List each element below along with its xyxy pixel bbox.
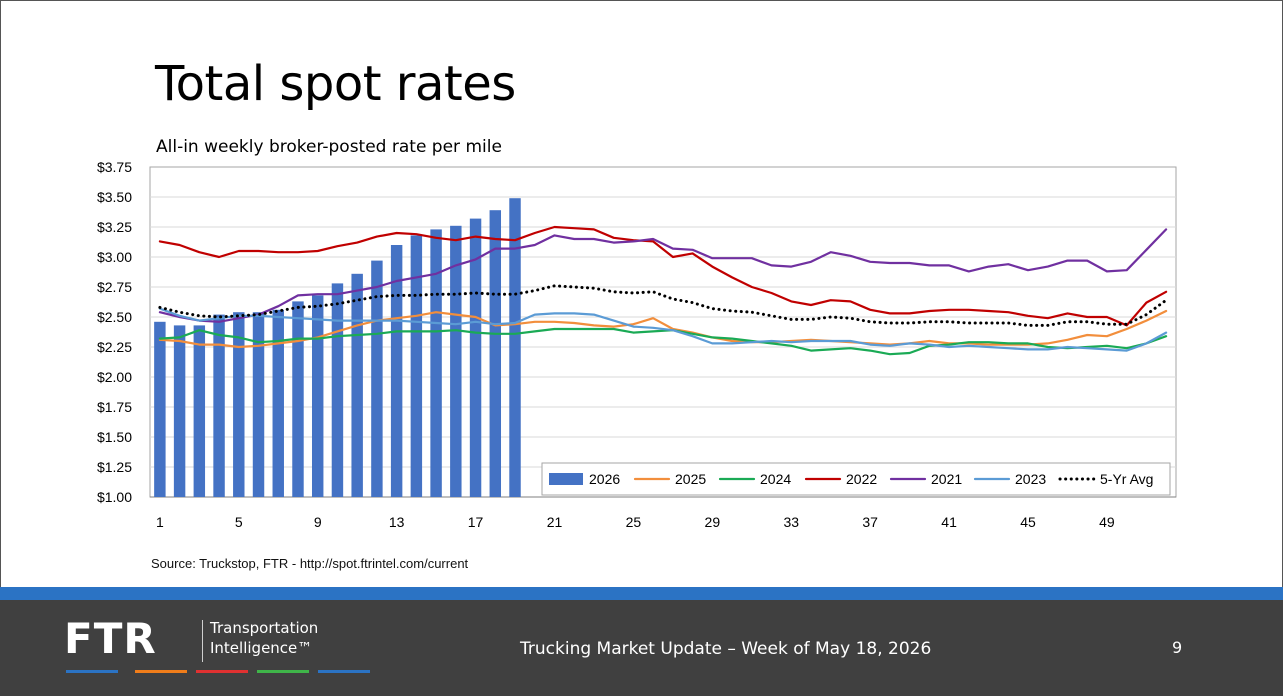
- y-tick-label: $3.50: [97, 189, 132, 205]
- bar-2026-wk16: [450, 225, 462, 498]
- y-tick-label: $3.25: [97, 219, 132, 235]
- x-tick-label: 21: [547, 514, 563, 530]
- spot-rates-chart: $1.00 $1.25 $1.50 $1.75 $2.00 $2.25 $2.50 $2.75…: [97, 159, 1177, 530]
- x-tick-label: 13: [389, 514, 405, 530]
- line-series-2024: [158, 327, 1168, 356]
- line-series-2025: [158, 309, 1168, 349]
- bar-2026-wk13: [390, 245, 403, 497]
- x-tick-label: 49: [1099, 514, 1115, 530]
- bar-2026-wk15: [430, 229, 442, 497]
- y-tick-label: $1.25: [97, 459, 132, 475]
- legend-label: 2022: [846, 471, 877, 487]
- y-tick-label: $2.00: [97, 369, 132, 385]
- legend-label: 2023: [1015, 471, 1046, 487]
- bar-2026-wk19: [509, 198, 521, 497]
- legend-label: 2026: [589, 471, 620, 487]
- bar-2026-wk18: [489, 210, 502, 497]
- y-tick-label: $3.75: [97, 159, 132, 175]
- bar-2026-wk10: [331, 283, 344, 497]
- legend-label: 2021: [931, 471, 962, 487]
- line-series-2021: [158, 228, 1168, 323]
- y-tick-label: $1.50: [97, 429, 132, 445]
- bar-2026-wk3: [193, 325, 206, 497]
- x-tick-label: 1: [156, 514, 164, 530]
- bar-2026-wk17: [469, 218, 482, 497]
- x-tick-label: 33: [783, 514, 799, 530]
- bar-2026-wk4: [213, 314, 225, 497]
- y-tick-label: $2.75: [97, 279, 132, 295]
- x-tick-label: 9: [314, 514, 322, 530]
- bar-2026-wk14: [410, 235, 423, 497]
- logo-bar-2: [135, 670, 187, 673]
- line-series-5-yr-avg: [158, 284, 1168, 327]
- x-tick-label: 29: [705, 514, 721, 530]
- bar-2026-wk2: [173, 325, 186, 497]
- bar-2026-wk6: [252, 312, 265, 497]
- line-series-2022: [158, 225, 1168, 327]
- y-tick-label: $1.00: [97, 489, 132, 505]
- legend-label: 2024: [760, 471, 791, 487]
- logo-tagline: Transportation Intelligence™: [210, 618, 318, 658]
- legend-label: 2025: [675, 471, 706, 487]
- x-tick-label: 25: [626, 514, 642, 530]
- y-tick-label: $2.25: [97, 339, 132, 355]
- y-tick-label: $1.75: [97, 399, 132, 415]
- legend-swatch-2026: [549, 473, 583, 485]
- bar-2026-wk8: [292, 301, 304, 497]
- x-tick-label: 45: [1020, 514, 1036, 530]
- x-tick-label: 37: [862, 514, 878, 530]
- page-number: 9: [1172, 638, 1183, 657]
- line-series-2023: [158, 307, 1168, 352]
- x-tick-label: 17: [468, 514, 484, 530]
- bar-2026-wk9: [311, 295, 324, 497]
- bar-2026-wk12: [371, 260, 383, 497]
- slide-title: Total spot rates: [155, 56, 516, 112]
- y-tick-label: $3.00: [97, 249, 132, 265]
- bar-2026-wk1: [154, 321, 166, 497]
- logo-tagline-line2: Intelligence™: [210, 639, 313, 657]
- logo-divider: [202, 620, 203, 662]
- footer-stripe: [0, 587, 1283, 600]
- logo-bar-5: [318, 670, 370, 673]
- bar-2026-wk7: [272, 309, 284, 497]
- bar-2026-wk11: [351, 273, 363, 497]
- x-tick-label: 41: [941, 514, 957, 530]
- bar-2026-wk5: [233, 312, 245, 497]
- x-tick-label: 5: [235, 514, 243, 530]
- logo-bar-1: [66, 670, 118, 673]
- chart-subtitle: All-in weekly broker-posted rate per mil…: [156, 137, 502, 157]
- footer-bar: [0, 600, 1283, 696]
- legend-label: 5-Yr Avg: [1100, 471, 1153, 487]
- plot-area: [149, 166, 1177, 498]
- logo-bar-3: [196, 670, 248, 673]
- footer-title: Trucking Market Update – Week of May 18,…: [520, 639, 932, 659]
- logo-tagline-line1: Transportation: [210, 619, 319, 637]
- source-note: Source: Truckstop, FTR - http://spot.ftr…: [151, 556, 469, 571]
- ftr-logo: FTR: [64, 614, 157, 663]
- y-tick-label: $2.50: [97, 309, 132, 325]
- logo-bar-4: [257, 670, 309, 673]
